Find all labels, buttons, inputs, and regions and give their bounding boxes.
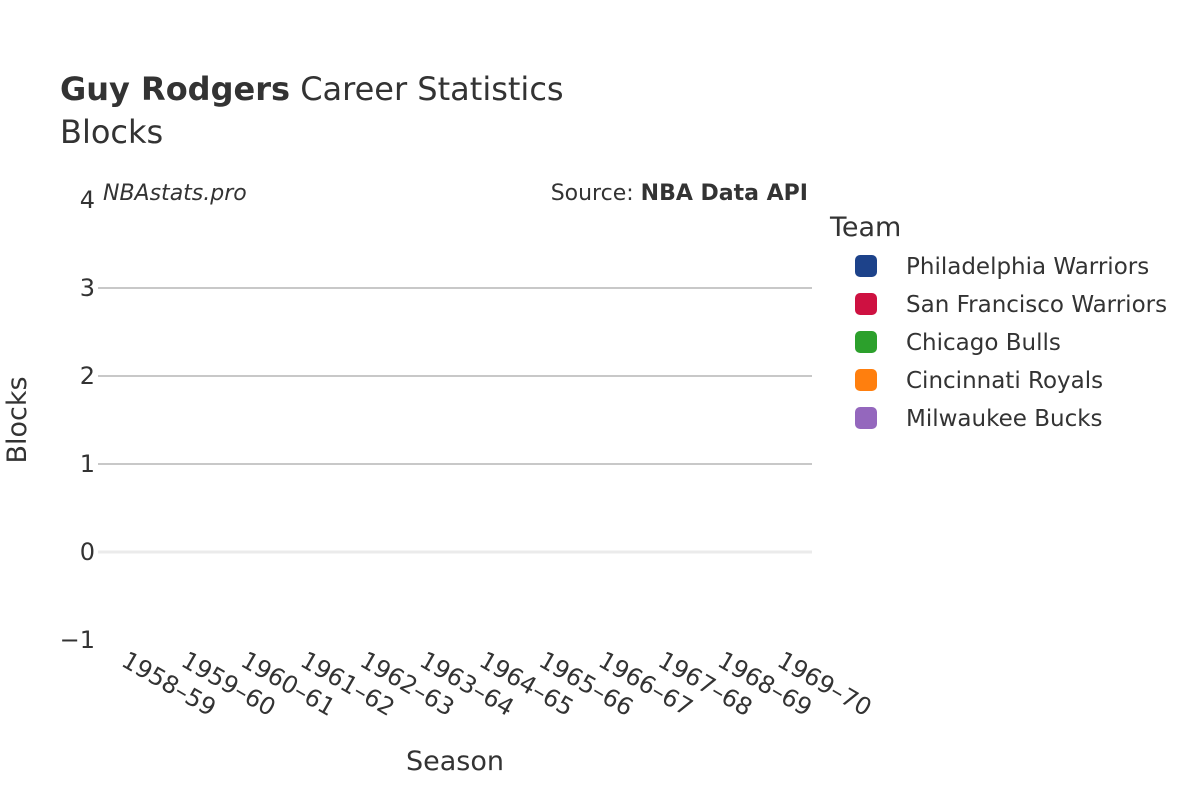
legend-swatch <box>855 407 877 429</box>
y-tick-label: 0 <box>80 538 95 566</box>
y-tick-label: 3 <box>80 274 95 302</box>
legend-label: Milwaukee Bucks <box>906 406 1103 432</box>
legend-item[interactable]: Philadelphia Warriors <box>855 254 1149 280</box>
source-note: Source: NBA Data API <box>551 181 808 206</box>
legend-item[interactable]: Milwaukee Bucks <box>855 406 1103 432</box>
source-name: NBA Data API <box>641 181 808 206</box>
gridlines <box>98 287 812 554</box>
legend-swatch <box>855 293 877 315</box>
legend-label: San Francisco Warriors <box>906 292 1167 318</box>
legend-swatch <box>855 331 877 353</box>
chart-title-player: Guy Rodgers <box>60 70 290 108</box>
y-tick-label: 1 <box>80 450 95 478</box>
legend-swatch <box>855 369 877 391</box>
y-axis-ticks: −1 0 1 2 3 4 <box>60 186 95 654</box>
legend-item[interactable]: San Francisco Warriors <box>855 292 1167 318</box>
legend-item[interactable]: Chicago Bulls <box>855 330 1061 356</box>
x-axis-ticks: 1958–591959–601960–611961–621962–631963–… <box>117 646 876 722</box>
source-prefix: Source: <box>551 181 641 206</box>
legend-label: Chicago Bulls <box>906 330 1061 356</box>
legend-title: Team <box>829 212 901 243</box>
y-tick-label: 2 <box>80 362 95 390</box>
x-axis-title: Season <box>406 746 504 777</box>
chart-subtitle: Blocks <box>60 113 163 151</box>
y-tick-label: −1 <box>60 626 95 654</box>
legend-swatch <box>855 255 877 277</box>
chart-title: Guy Rodgers Career Statistics <box>60 70 564 108</box>
y-tick-label: 4 <box>80 186 95 214</box>
legend: Philadelphia Warriors San Francisco Warri… <box>855 254 1167 432</box>
chart-title-rest: Career Statistics <box>290 70 564 108</box>
watermark: NBAstats.pro <box>103 181 247 206</box>
legend-item[interactable]: Cincinnati Royals <box>855 368 1103 394</box>
legend-label: Philadelphia Warriors <box>906 254 1149 280</box>
legend-label: Cincinnati Royals <box>906 368 1103 394</box>
y-axis-title: Blocks <box>2 376 33 463</box>
